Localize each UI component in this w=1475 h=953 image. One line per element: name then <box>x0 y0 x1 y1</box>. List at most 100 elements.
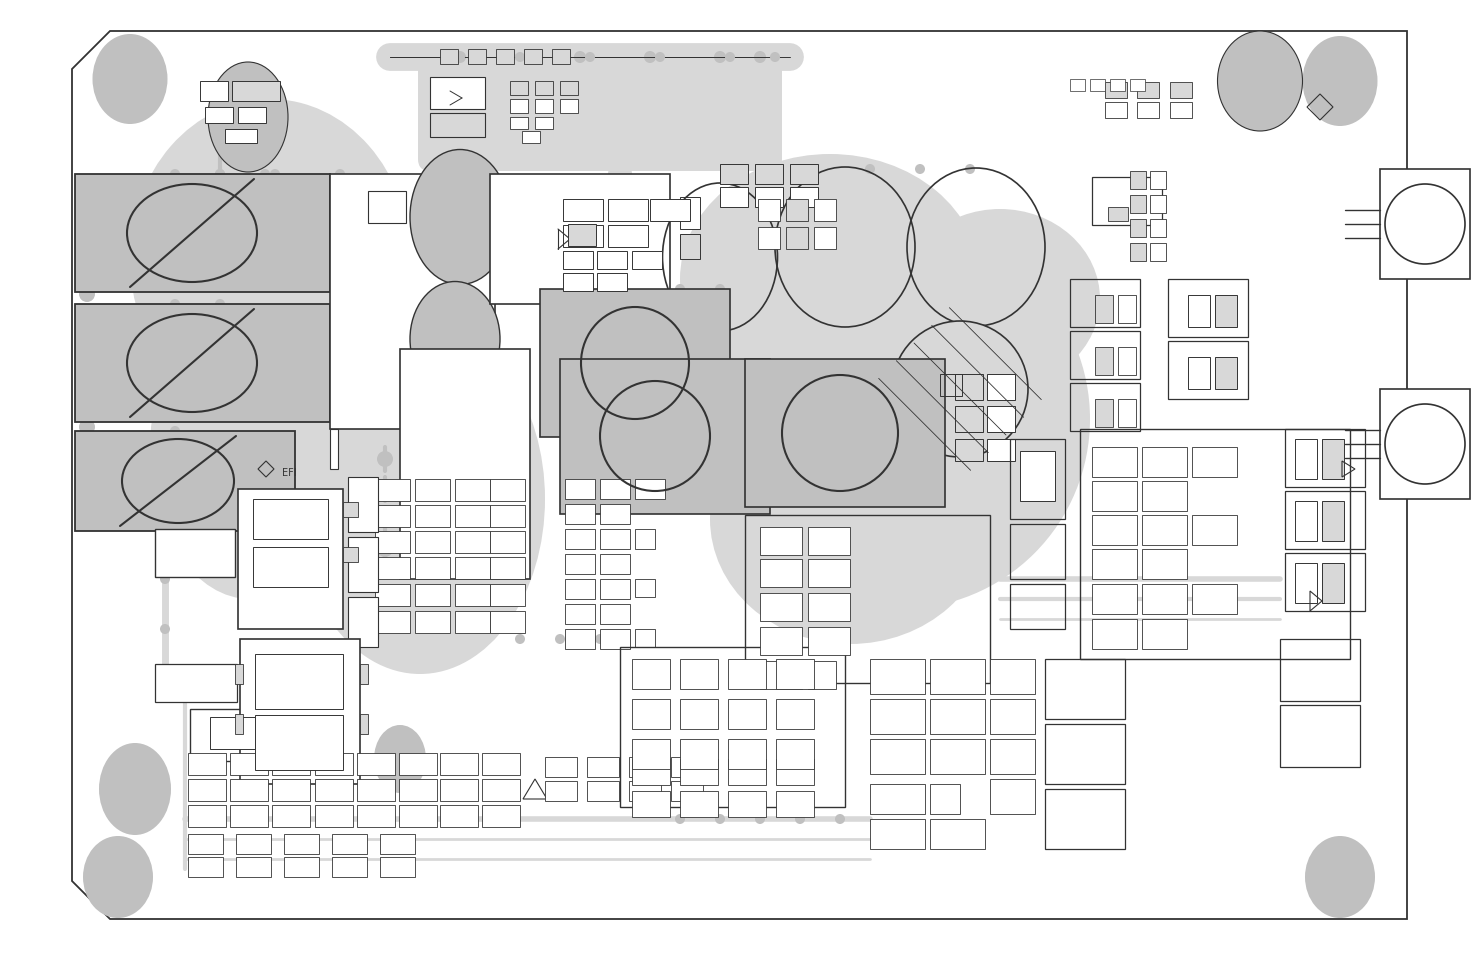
Bar <box>791 165 819 185</box>
Bar <box>440 50 459 65</box>
Bar <box>490 505 525 527</box>
Bar <box>563 274 593 292</box>
Text: EFI: EFI <box>282 468 296 477</box>
Bar <box>680 791 718 817</box>
Bar <box>1295 501 1317 541</box>
Circle shape <box>395 285 406 294</box>
Circle shape <box>170 170 180 180</box>
Bar <box>1069 280 1140 328</box>
Bar <box>482 753 521 775</box>
Bar <box>375 584 410 606</box>
Bar <box>524 50 541 65</box>
Circle shape <box>454 52 466 64</box>
Bar <box>1092 584 1137 615</box>
Bar <box>357 805 395 827</box>
Bar <box>1010 439 1065 519</box>
Bar <box>631 791 670 817</box>
Circle shape <box>159 575 170 584</box>
Circle shape <box>260 170 270 180</box>
Circle shape <box>574 52 586 64</box>
Bar <box>931 659 985 695</box>
Bar <box>565 604 594 624</box>
Bar <box>628 758 661 778</box>
Circle shape <box>770 53 780 63</box>
Bar <box>230 805 268 827</box>
Bar <box>1021 452 1055 501</box>
Bar <box>776 760 814 785</box>
Bar <box>1192 516 1238 545</box>
Bar <box>954 439 982 461</box>
Bar <box>808 627 850 656</box>
Bar <box>600 530 630 550</box>
Ellipse shape <box>93 35 168 125</box>
Bar <box>760 559 802 587</box>
Bar <box>1130 195 1146 213</box>
Bar <box>755 188 783 208</box>
Bar <box>1105 103 1127 119</box>
Circle shape <box>245 689 255 700</box>
Bar <box>600 604 630 624</box>
Bar <box>760 594 802 621</box>
Bar <box>1381 170 1471 280</box>
Bar <box>454 505 490 527</box>
Circle shape <box>423 403 437 416</box>
Ellipse shape <box>83 836 153 918</box>
Bar <box>1168 280 1248 337</box>
Bar <box>360 714 367 734</box>
Bar <box>1142 619 1187 649</box>
Bar <box>490 532 525 554</box>
Bar <box>1090 80 1105 91</box>
Bar <box>568 225 596 247</box>
Ellipse shape <box>208 63 288 172</box>
Bar <box>745 516 990 683</box>
Bar <box>776 700 814 729</box>
Bar <box>1215 295 1238 328</box>
Bar <box>1118 399 1136 428</box>
Bar <box>490 584 525 606</box>
Bar <box>482 805 521 827</box>
Ellipse shape <box>270 220 450 439</box>
Ellipse shape <box>1305 836 1375 918</box>
Bar <box>348 477 378 533</box>
Bar <box>454 612 490 634</box>
Bar <box>316 780 353 801</box>
Bar <box>187 857 223 877</box>
Bar <box>729 791 766 817</box>
Bar <box>344 547 358 562</box>
Bar <box>597 274 627 292</box>
Bar <box>565 530 594 550</box>
Bar <box>600 555 630 575</box>
Bar <box>565 629 594 649</box>
Bar <box>400 780 437 801</box>
Circle shape <box>714 52 726 64</box>
Bar <box>720 165 748 185</box>
Bar <box>496 50 513 65</box>
Bar <box>870 820 925 849</box>
Bar <box>235 714 243 734</box>
Bar <box>990 659 1035 695</box>
Bar <box>510 118 528 130</box>
Bar <box>758 200 780 222</box>
Bar <box>1105 83 1127 99</box>
Bar <box>1044 659 1125 720</box>
Circle shape <box>159 624 170 635</box>
Bar <box>1150 244 1167 262</box>
Bar <box>255 655 344 709</box>
Circle shape <box>892 322 1028 457</box>
Circle shape <box>755 814 766 824</box>
Bar <box>755 165 783 185</box>
Circle shape <box>676 285 684 294</box>
Bar <box>285 834 319 854</box>
Bar <box>729 760 766 785</box>
Bar <box>587 781 620 801</box>
Circle shape <box>295 689 305 700</box>
Bar <box>454 532 490 554</box>
Bar <box>375 505 410 527</box>
Bar <box>254 547 327 587</box>
Bar <box>236 834 271 854</box>
Bar <box>600 629 630 649</box>
Bar <box>758 228 780 250</box>
Bar <box>729 740 766 769</box>
Bar <box>786 228 808 250</box>
Bar <box>931 820 985 849</box>
